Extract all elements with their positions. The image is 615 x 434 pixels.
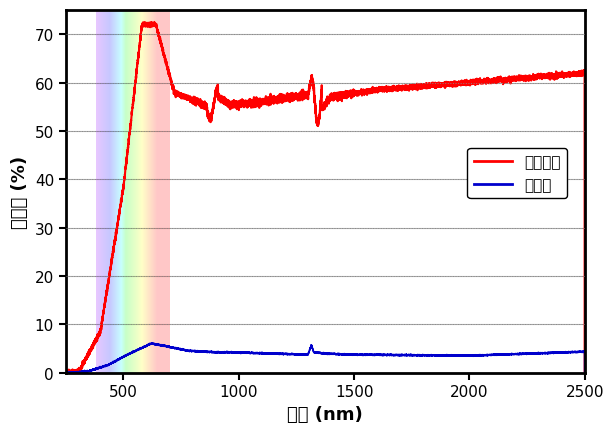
鏡状態	[89, 368, 96, 373]
鏡状態	[250, 351, 258, 356]
透明状態	[475, 79, 482, 84]
鏡状態	[392, 353, 399, 358]
Line: 鏡状態: 鏡状態	[66, 343, 585, 373]
透明状態	[62, 372, 69, 377]
鏡状態	[475, 353, 482, 358]
X-axis label: 波長 (nm): 波長 (nm)	[287, 405, 363, 423]
Legend: 透明状態, 鏡状態: 透明状態, 鏡状態	[467, 149, 566, 199]
透明状態	[151, 20, 158, 26]
鏡状態	[63, 371, 70, 376]
鏡状態	[447, 353, 454, 358]
鏡状態	[149, 341, 157, 346]
透明状態	[369, 89, 376, 94]
透明状態	[581, 369, 589, 374]
Line: 透明状態: 透明状態	[66, 23, 585, 376]
透明状態	[64, 373, 71, 378]
透明状態	[447, 81, 454, 86]
透明状態	[89, 346, 96, 352]
Y-axis label: 透過率 (%): 透過率 (%)	[11, 155, 29, 228]
鏡状態	[581, 370, 589, 375]
透明状態	[392, 87, 399, 92]
鏡状態	[62, 370, 69, 375]
透明状態	[250, 100, 258, 105]
鏡状態	[369, 352, 376, 358]
